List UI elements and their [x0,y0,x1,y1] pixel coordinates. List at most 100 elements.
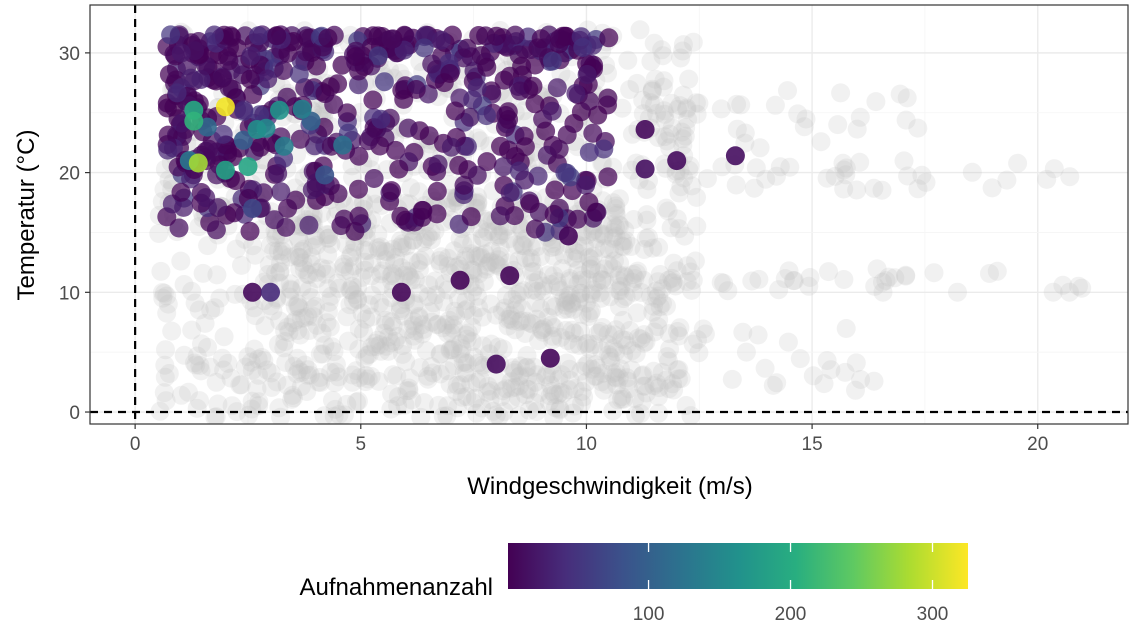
background-point [358,369,378,389]
background-point [644,376,664,396]
background-point [381,333,401,353]
background-point [521,237,541,257]
background-point [657,296,676,316]
background-point [466,246,486,266]
background-point [244,298,264,318]
background-point [908,179,928,199]
background-point [368,238,388,258]
background-point [1053,275,1073,295]
highlighted-point [635,159,655,179]
background-point [578,333,598,353]
background-point [524,357,544,377]
background-point [846,353,866,373]
background-point [572,381,592,401]
background-point [348,289,368,309]
background-point [733,322,753,342]
highlighted-point [414,38,434,58]
background-point [467,403,487,423]
background-point [605,367,625,387]
background-point [579,307,598,326]
background-point [632,366,652,386]
background-point [361,307,381,327]
background-point [235,357,255,377]
background-point [645,69,665,89]
highlighted-point [558,226,578,246]
background-point [543,330,562,350]
background-point [583,222,603,241]
highlighted-point [199,139,219,159]
background-point [591,288,611,308]
background-point [556,295,576,315]
background-point [471,248,491,268]
background-point [455,250,475,270]
background-point [307,262,327,282]
background-point [289,298,309,318]
background-point [637,205,657,225]
background-point [565,379,585,399]
background-point [318,245,338,265]
background-point [653,77,673,97]
background-point [689,343,709,363]
highlighted-point [158,140,178,160]
legend-colorbar [508,543,968,589]
background-point [405,321,425,341]
background-point [440,374,460,394]
background-point [727,94,747,114]
background-point [523,280,543,300]
highlighted-point [233,130,253,150]
legend-ticks: 100 200 300 [633,543,948,625]
background-point [688,330,707,350]
background-point [346,361,366,381]
background-point [371,237,391,257]
background-point [561,293,581,313]
background-point [542,381,562,401]
background-point [200,357,220,377]
highlighted-point [545,180,565,200]
background-point [198,337,217,357]
background-point [280,274,300,294]
background-point [342,276,362,296]
background-point [616,287,636,306]
background-point [171,385,191,405]
background-point [192,334,211,354]
background-point [644,296,664,316]
background-point [498,316,518,336]
background-point [159,364,179,383]
background-point [609,271,629,291]
background-point [642,81,662,101]
background-point [660,124,680,144]
background-point [505,300,525,320]
background-point [617,368,637,388]
background-point [896,266,916,286]
background-point [603,193,623,213]
background-point [445,306,465,326]
background-point [606,203,626,223]
color-legend: Aufnahmenanzahl 100 200 300 [300,543,968,625]
highlighted-point [440,64,460,83]
background-point [533,281,553,301]
highlighted-point [579,142,599,162]
background-point [503,311,523,331]
background-point [659,351,678,371]
background-point [636,332,656,352]
background-point [212,348,232,368]
background-point [631,404,650,424]
highlighted-point [598,88,618,108]
highlighted-point [346,47,366,67]
background-point [301,247,321,267]
background-point [290,231,310,251]
background-point [613,310,633,330]
background-point [645,95,664,115]
background-point [397,236,417,256]
background-point [297,382,317,401]
background-point [1043,282,1063,302]
background-point [195,313,215,333]
background-point [509,250,529,270]
background-point [489,407,509,424]
background-point [286,246,306,266]
background-point [391,301,410,321]
background-point [465,277,485,297]
background-point [711,272,731,292]
background-point [436,315,456,335]
background-point [303,299,323,319]
